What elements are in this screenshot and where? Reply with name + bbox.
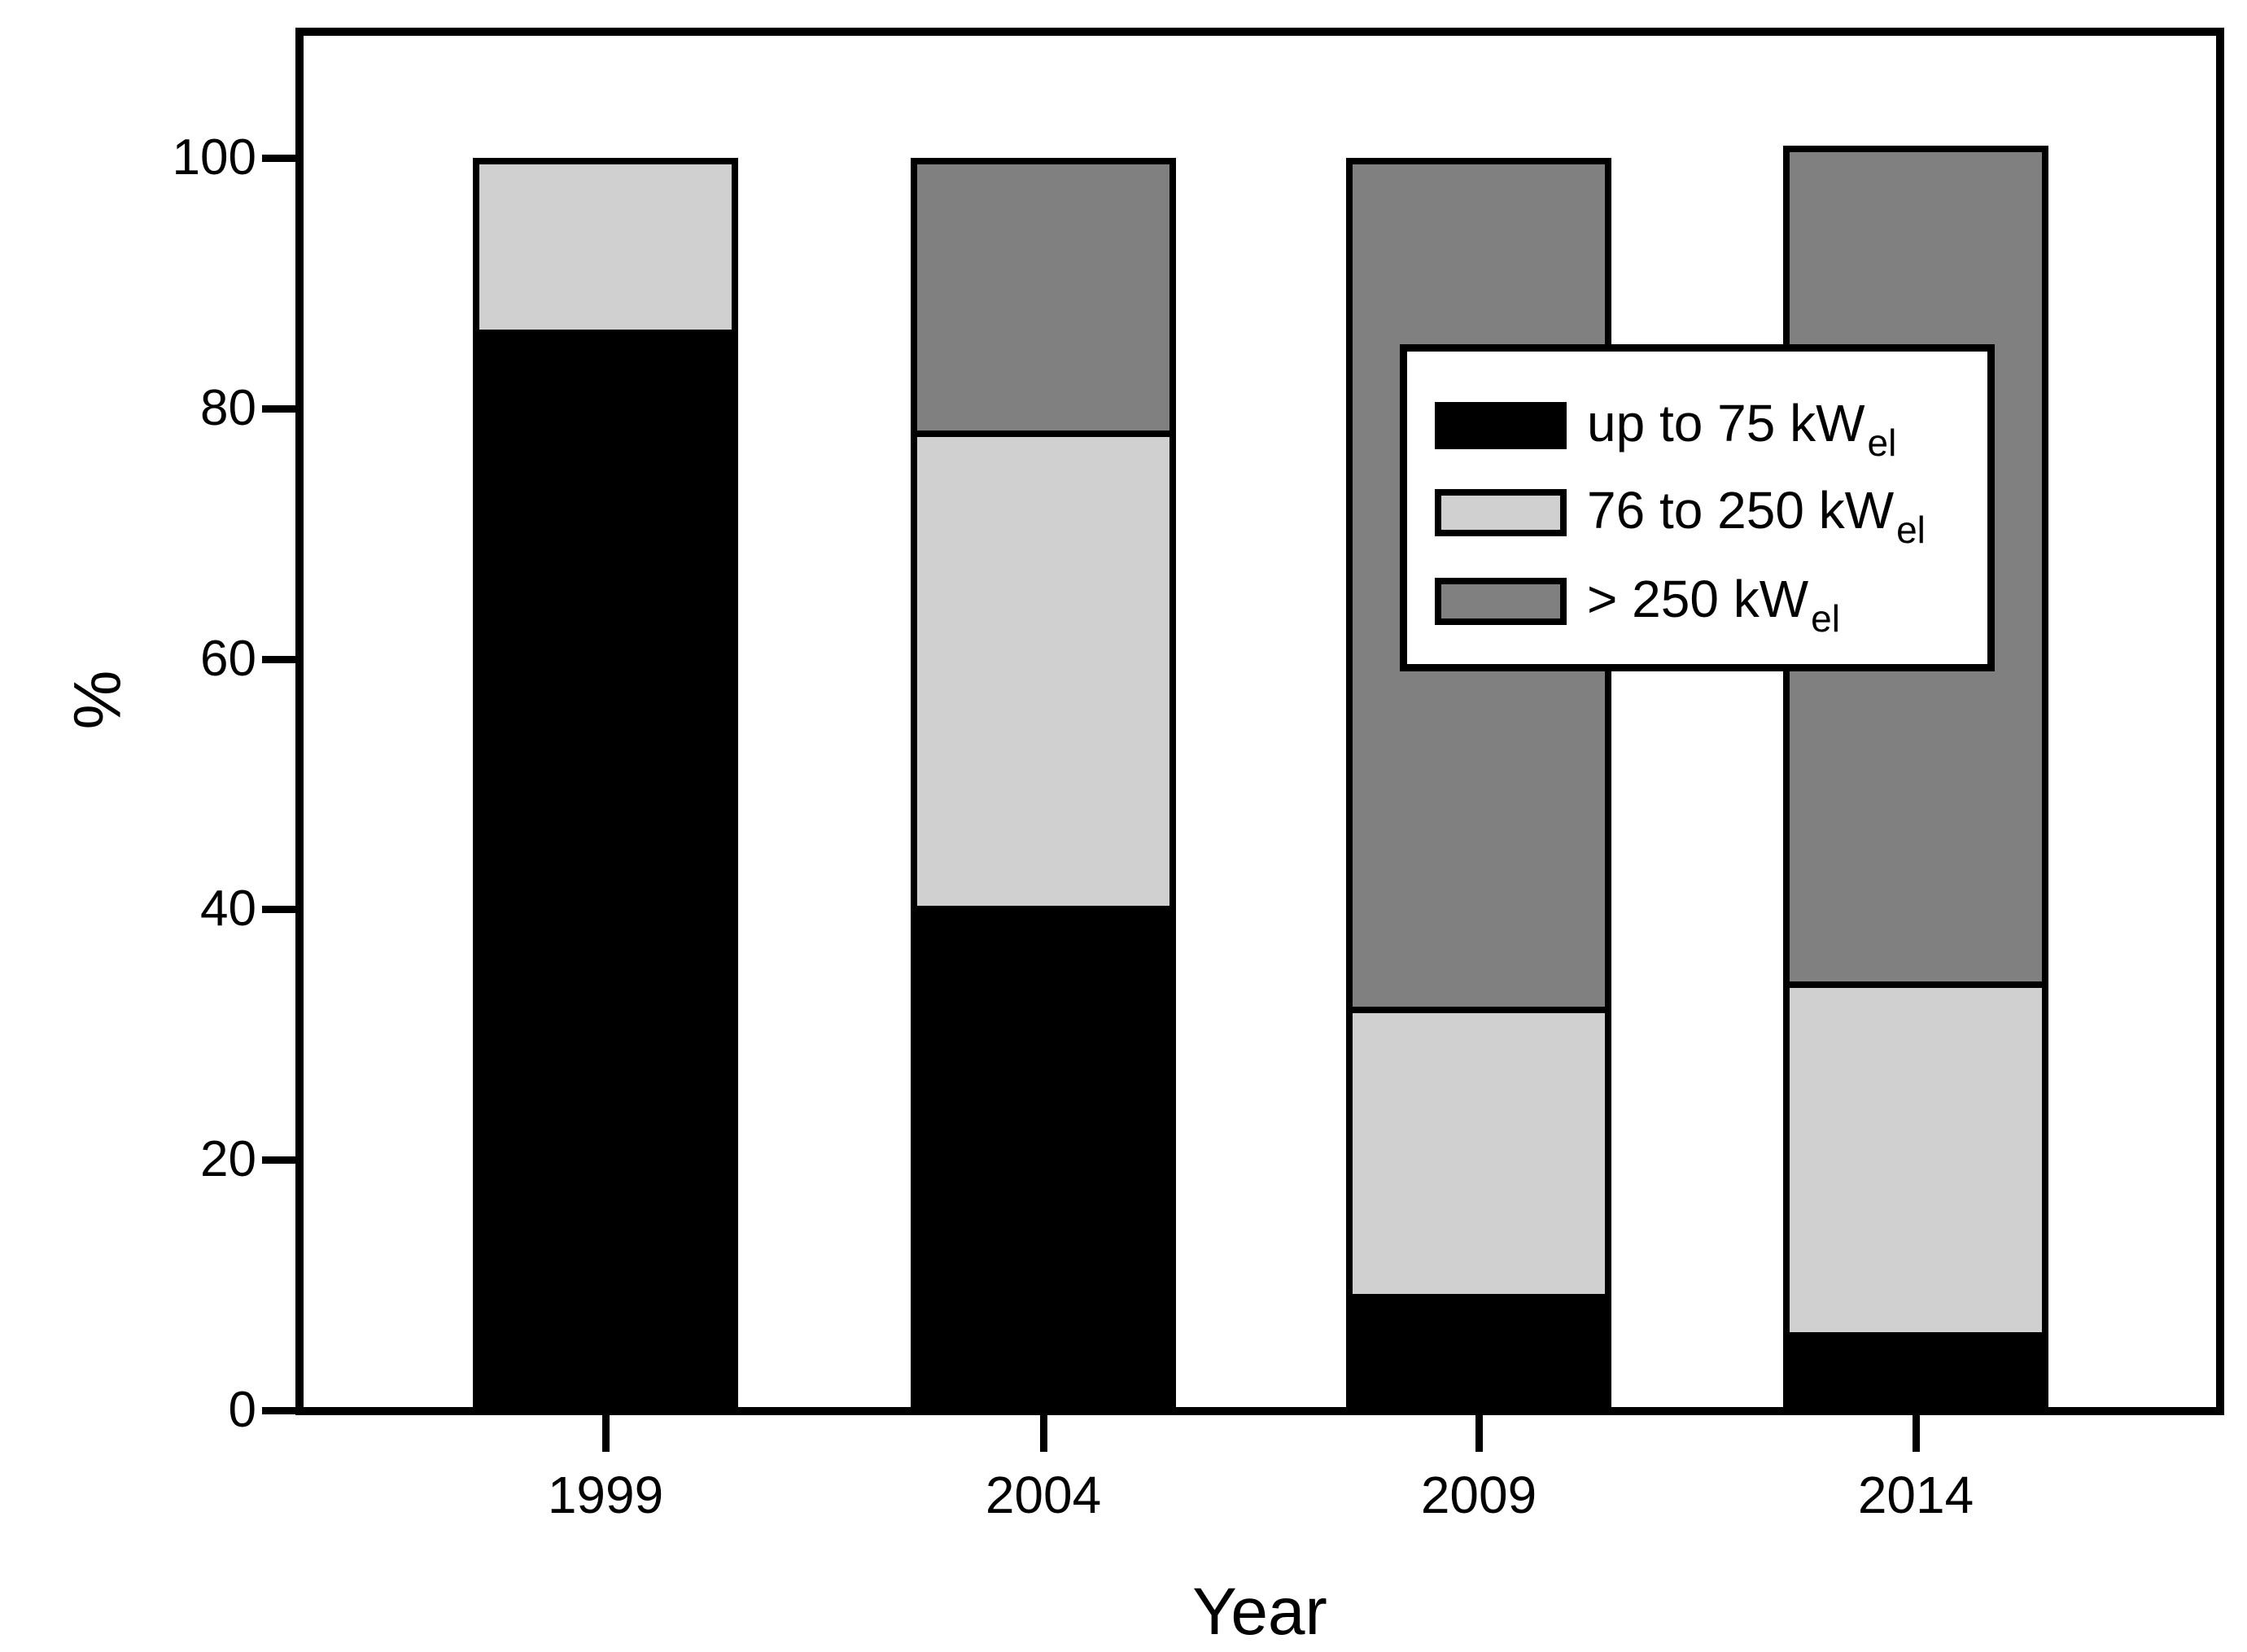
bar-segment-1999 bbox=[473, 333, 738, 1410]
x-axis-tick bbox=[602, 1414, 610, 1452]
x-axis-tick bbox=[1913, 1414, 1920, 1452]
bar-outline-2014 bbox=[1783, 146, 2048, 1414]
bar-segment-divider bbox=[1346, 1294, 1611, 1300]
y-axis-title-text: % bbox=[59, 670, 134, 730]
bar-outline-2004 bbox=[911, 158, 1176, 1414]
legend-label-subscript: el bbox=[1896, 509, 1926, 551]
legend-item: up to 75 kWel bbox=[1407, 394, 1987, 464]
x-axis-tick-label: 1999 bbox=[547, 1466, 664, 1524]
bar-outline-2009 bbox=[1346, 158, 1611, 1414]
bar-segment-2009 bbox=[1346, 1297, 1611, 1410]
y-axis-title: % bbox=[16, 618, 179, 781]
bar-segment-2004 bbox=[911, 909, 1176, 1410]
legend-item: 76 to 250 kWel bbox=[1407, 481, 1987, 551]
bar-segment-divider bbox=[1783, 1332, 2048, 1339]
legend-label: > 250 kWel bbox=[1587, 570, 1840, 640]
y-axis-tick-label: 40 bbox=[200, 881, 256, 937]
bar-segment-divider bbox=[911, 906, 1176, 912]
bar-segment-divider bbox=[911, 430, 1176, 437]
bar-outline-1999 bbox=[473, 158, 738, 1414]
legend-label-subscript: el bbox=[1811, 597, 1840, 640]
y-axis-tick-label: 80 bbox=[200, 380, 256, 436]
x-axis-tick-label: 2009 bbox=[1420, 1466, 1537, 1524]
bar-segment-divider bbox=[473, 330, 738, 336]
legend-label-text: 76 to 250 kW bbox=[1587, 481, 1895, 540]
y-axis-tick bbox=[262, 405, 299, 413]
bar-segment-divider bbox=[1783, 981, 2048, 988]
legend-label: 76 to 250 kWel bbox=[1587, 481, 1926, 551]
legend-swatch bbox=[1435, 489, 1567, 536]
y-axis-tick bbox=[262, 1407, 299, 1414]
x-axis-tick bbox=[1040, 1414, 1047, 1452]
plot-area-frame bbox=[295, 28, 2224, 1415]
y-axis-tick-label: 60 bbox=[200, 631, 256, 687]
x-axis-tick-label: 2004 bbox=[985, 1466, 1102, 1524]
legend-label-text: > 250 kW bbox=[1587, 570, 1809, 628]
legend-label: up to 75 kWel bbox=[1587, 394, 1896, 464]
y-axis-tick-label: 100 bbox=[172, 129, 256, 186]
legend-label-text: up to 75 kW bbox=[1587, 394, 1865, 452]
bar-segment-2004 bbox=[911, 434, 1176, 909]
bar-segment-2004 bbox=[911, 158, 1176, 434]
y-axis-tick bbox=[262, 1156, 299, 1164]
x-axis-tick-label: 2014 bbox=[1857, 1466, 1974, 1524]
bar-segment-2014 bbox=[1783, 985, 2048, 1335]
x-axis-title: Year bbox=[1192, 1575, 1327, 1649]
bar-segment-1999 bbox=[473, 158, 738, 333]
legend-item: > 250 kWel bbox=[1407, 570, 1987, 640]
bar-segment-2014 bbox=[1783, 1335, 2048, 1410]
legend-swatch bbox=[1435, 402, 1567, 449]
y-axis-tick bbox=[262, 155, 299, 162]
y-axis-tick-label: 0 bbox=[228, 1382, 256, 1438]
bar-segment-2009 bbox=[1346, 1010, 1611, 1297]
legend-label-subscript: el bbox=[1867, 422, 1897, 464]
x-axis-tick bbox=[1475, 1414, 1483, 1452]
y-axis-tick bbox=[262, 906, 299, 913]
bar-segment-divider bbox=[1346, 1007, 1611, 1013]
y-axis-tick-label: 20 bbox=[200, 1131, 256, 1187]
y-axis-tick bbox=[262, 656, 299, 663]
legend-swatch bbox=[1435, 578, 1567, 625]
legend: up to 75 kWel 76 to 250 kWel > 250 kWel bbox=[1400, 344, 1995, 671]
